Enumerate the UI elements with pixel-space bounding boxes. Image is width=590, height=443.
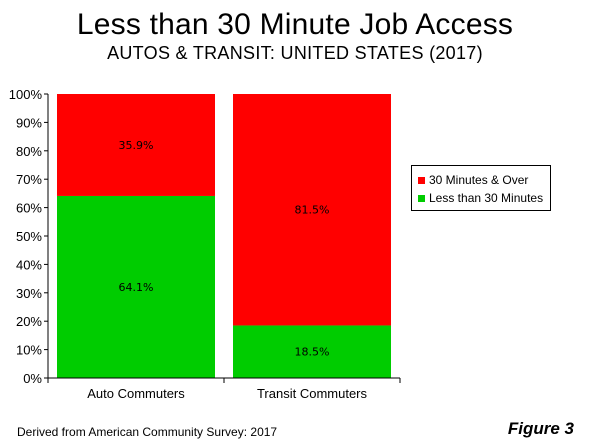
y-tick-label: 10%	[16, 343, 42, 358]
legend-label-over-30: 30 Minutes & Over	[429, 173, 529, 187]
data-label: 64.1%	[119, 281, 154, 294]
figure-label: Figure 3	[507, 419, 574, 438]
chart-subtitle: AUTOS & TRANSIT: UNITED STATES (2017)	[107, 43, 483, 63]
data-label: 81.5%	[295, 204, 330, 217]
y-tick-label: 0%	[23, 371, 42, 386]
y-tick-label: 20%	[16, 314, 42, 329]
y-tick-label: 90%	[16, 115, 42, 130]
legend-item-over-30: 30 Minutes & Over	[418, 171, 550, 189]
chart-legend: 30 Minutes & Over Less than 30 Minutes	[411, 165, 551, 211]
y-tick-label: 100%	[9, 87, 43, 102]
y-tick-label: 30%	[16, 286, 42, 301]
chart-title: Less than 30 Minute Job Access	[76, 8, 514, 41]
bar-segment	[233, 94, 391, 326]
y-tick-label: 70%	[16, 172, 42, 187]
y-tick-label: 60%	[16, 201, 42, 216]
legend-swatch-green	[418, 194, 425, 202]
category-label: Auto Commuters	[87, 386, 185, 401]
source-note: Derived from American Community Survey: …	[17, 425, 278, 439]
bar-segment	[233, 325, 391, 378]
legend-item-under-30: Less than 30 Minutes	[418, 189, 550, 207]
y-tick-label: 80%	[16, 144, 42, 159]
legend-swatch-red	[418, 176, 425, 184]
data-label: 35.9%	[119, 139, 154, 152]
y-tick-label: 40%	[16, 257, 42, 272]
data-label: 18.5%	[295, 346, 330, 359]
bar-segment	[57, 195, 215, 378]
y-tick-label: 50%	[16, 229, 42, 244]
bar-segment	[57, 94, 215, 196]
legend-label-under-30: Less than 30 Minutes	[429, 191, 544, 205]
category-label: Transit Commuters	[257, 386, 368, 401]
